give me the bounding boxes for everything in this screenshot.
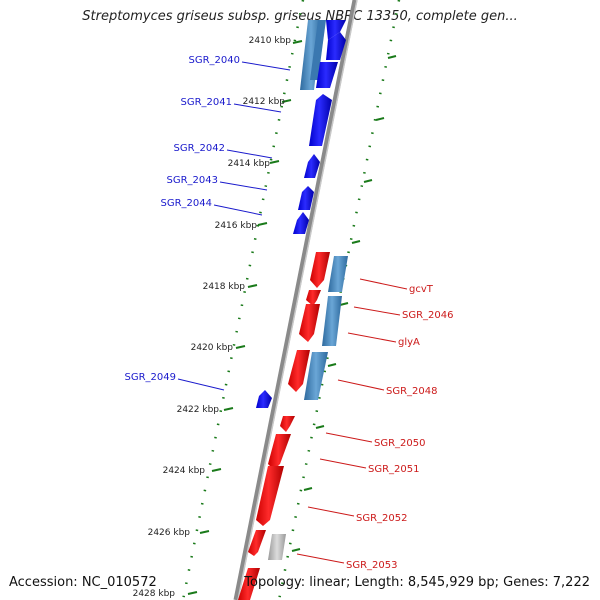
forward-genes [256, 20, 346, 408]
kbp-tick-label: 2422 kbp [177, 405, 220, 415]
ruler-dash [291, 548, 301, 552]
left-gene-labels: SGR_2040 SGR_2041 SGR_2042 SGR_2043 SGR_… [125, 55, 291, 391]
kbp-tick-label: 2410 kbp [249, 36, 292, 46]
gene-SGR_2053[interactable] [248, 530, 266, 556]
cds-feature-grey[interactable] [268, 534, 286, 560]
kbp-tick-label: 2424 kbp [163, 466, 206, 476]
kbp-tick-label: 2414 kbp [228, 159, 271, 169]
gene-label[interactable]: glyA [398, 337, 420, 348]
kbp-tick [223, 407, 234, 411]
gene-SGR_2042[interactable] [304, 154, 320, 178]
leader-line [337, 379, 385, 391]
ruler-dash [327, 363, 337, 367]
leader-line [325, 432, 373, 443]
kbp-tick-label: 2416 kbp [215, 221, 258, 231]
gene-SGR_2049[interactable] [256, 390, 272, 408]
accession-text: Accession: NC_010572 [9, 575, 157, 590]
gene-label[interactable]: SGR_2050 [374, 438, 426, 449]
gene-label[interactable]: SGR_2044 [161, 198, 213, 209]
kbp-tick [235, 345, 246, 349]
gene-label[interactable]: SGR_2053 [346, 560, 398, 571]
leader-line [319, 458, 367, 469]
gene-label[interactable]: SGR_2052 [356, 513, 408, 524]
ruler-dash [303, 487, 313, 491]
ruler-dash [363, 179, 373, 183]
leader-line [353, 306, 401, 316]
gene-SGR_2040b[interactable] [326, 20, 346, 40]
backbone-highlight [237, 0, 358, 600]
leader-line [359, 278, 408, 290]
kbp-tick [211, 468, 222, 472]
leader-line [307, 506, 355, 517]
page-title: Streptomyces griseus subsp. griseus NBRC… [82, 9, 518, 24]
gene-label[interactable]: SGR_2041 [181, 97, 233, 108]
gene-SGR_2040[interactable] [326, 32, 346, 60]
backbone-axis [233, 0, 358, 600]
gene-SGR_2050[interactable] [280, 416, 295, 432]
kbp-tick [199, 530, 210, 534]
kbp-ticks: 2410 kbp 2412 kbp 2414 kbp 2416 kbp 2418… [133, 36, 303, 599]
gene-glyA[interactable] [299, 304, 320, 342]
cds-feature[interactable] [310, 20, 326, 80]
ruler-dash [351, 240, 361, 244]
gene-SGR_2043[interactable] [298, 186, 314, 210]
gene-SGR_2041[interactable] [316, 62, 338, 88]
gene-label[interactable]: SGR_2040 [189, 55, 241, 66]
gene-label[interactable]: SGR_2048 [386, 386, 438, 397]
kbp-tick [187, 591, 198, 595]
leader-line [296, 553, 345, 564]
cds-feature[interactable] [328, 256, 348, 292]
kbp-tick [292, 40, 303, 44]
gene-SGR_2044[interactable] [293, 212, 309, 234]
ruler-dash [375, 117, 385, 121]
kbp-tick-label: 2426 kbp [148, 528, 191, 538]
topology-text: Topology: linear; Length: 8,545,929 bp; … [244, 575, 590, 590]
right-ruler-ticks [291, 55, 397, 552]
kbp-tick-label: 2412 kbp [243, 97, 286, 107]
gene-label[interactable]: SGR_2049 [125, 372, 177, 383]
gene-label[interactable]: SGR_2043 [167, 175, 219, 186]
ruler-dash [339, 302, 349, 306]
kbp-tick-label: 2420 kbp [191, 343, 234, 353]
leader-line [213, 204, 263, 216]
cds-feature[interactable] [322, 296, 342, 346]
kbp-tick-label: 2418 kbp [203, 282, 246, 292]
gene-gcvT[interactable] [310, 252, 330, 288]
gene-SGR_2046[interactable] [306, 290, 321, 306]
left-ruler-guide [181, 0, 305, 600]
leader-line [241, 61, 291, 71]
gene-label[interactable]: SGR_2042 [174, 143, 226, 154]
gene-red-bottom[interactable] [238, 568, 260, 600]
cds-feature[interactable] [304, 352, 328, 400]
kbp-tick [281, 99, 292, 103]
leader-line [233, 103, 282, 113]
leader-line [347, 332, 397, 343]
leader-line [177, 378, 225, 391]
leader-line [219, 181, 268, 191]
gene-label[interactable]: SGR_2051 [368, 464, 420, 475]
gene-SGR_2048[interactable] [288, 350, 310, 392]
kbp-tick [257, 222, 268, 226]
cds-features-right [268, 256, 348, 560]
reverse-genes [238, 252, 330, 600]
gene-SGR_2051[interactable] [268, 434, 291, 470]
leader-line [226, 149, 273, 159]
ruler-dash [387, 55, 397, 59]
kbp-tick-label: 2428 kbp [133, 589, 176, 599]
gene-label[interactable]: gcvT [409, 284, 434, 295]
gene-SGR_2052[interactable] [256, 466, 284, 526]
kbp-tick [247, 284, 258, 288]
ruler-dash [315, 425, 325, 429]
right-gene-labels: gcvT SGR_2046 glyA SGR_2048 SGR_2050 SGR… [296, 278, 454, 571]
gene-SGR_2041b[interactable] [309, 94, 332, 146]
kbp-tick [269, 160, 280, 164]
gene-label[interactable]: SGR_2046 [402, 310, 454, 321]
